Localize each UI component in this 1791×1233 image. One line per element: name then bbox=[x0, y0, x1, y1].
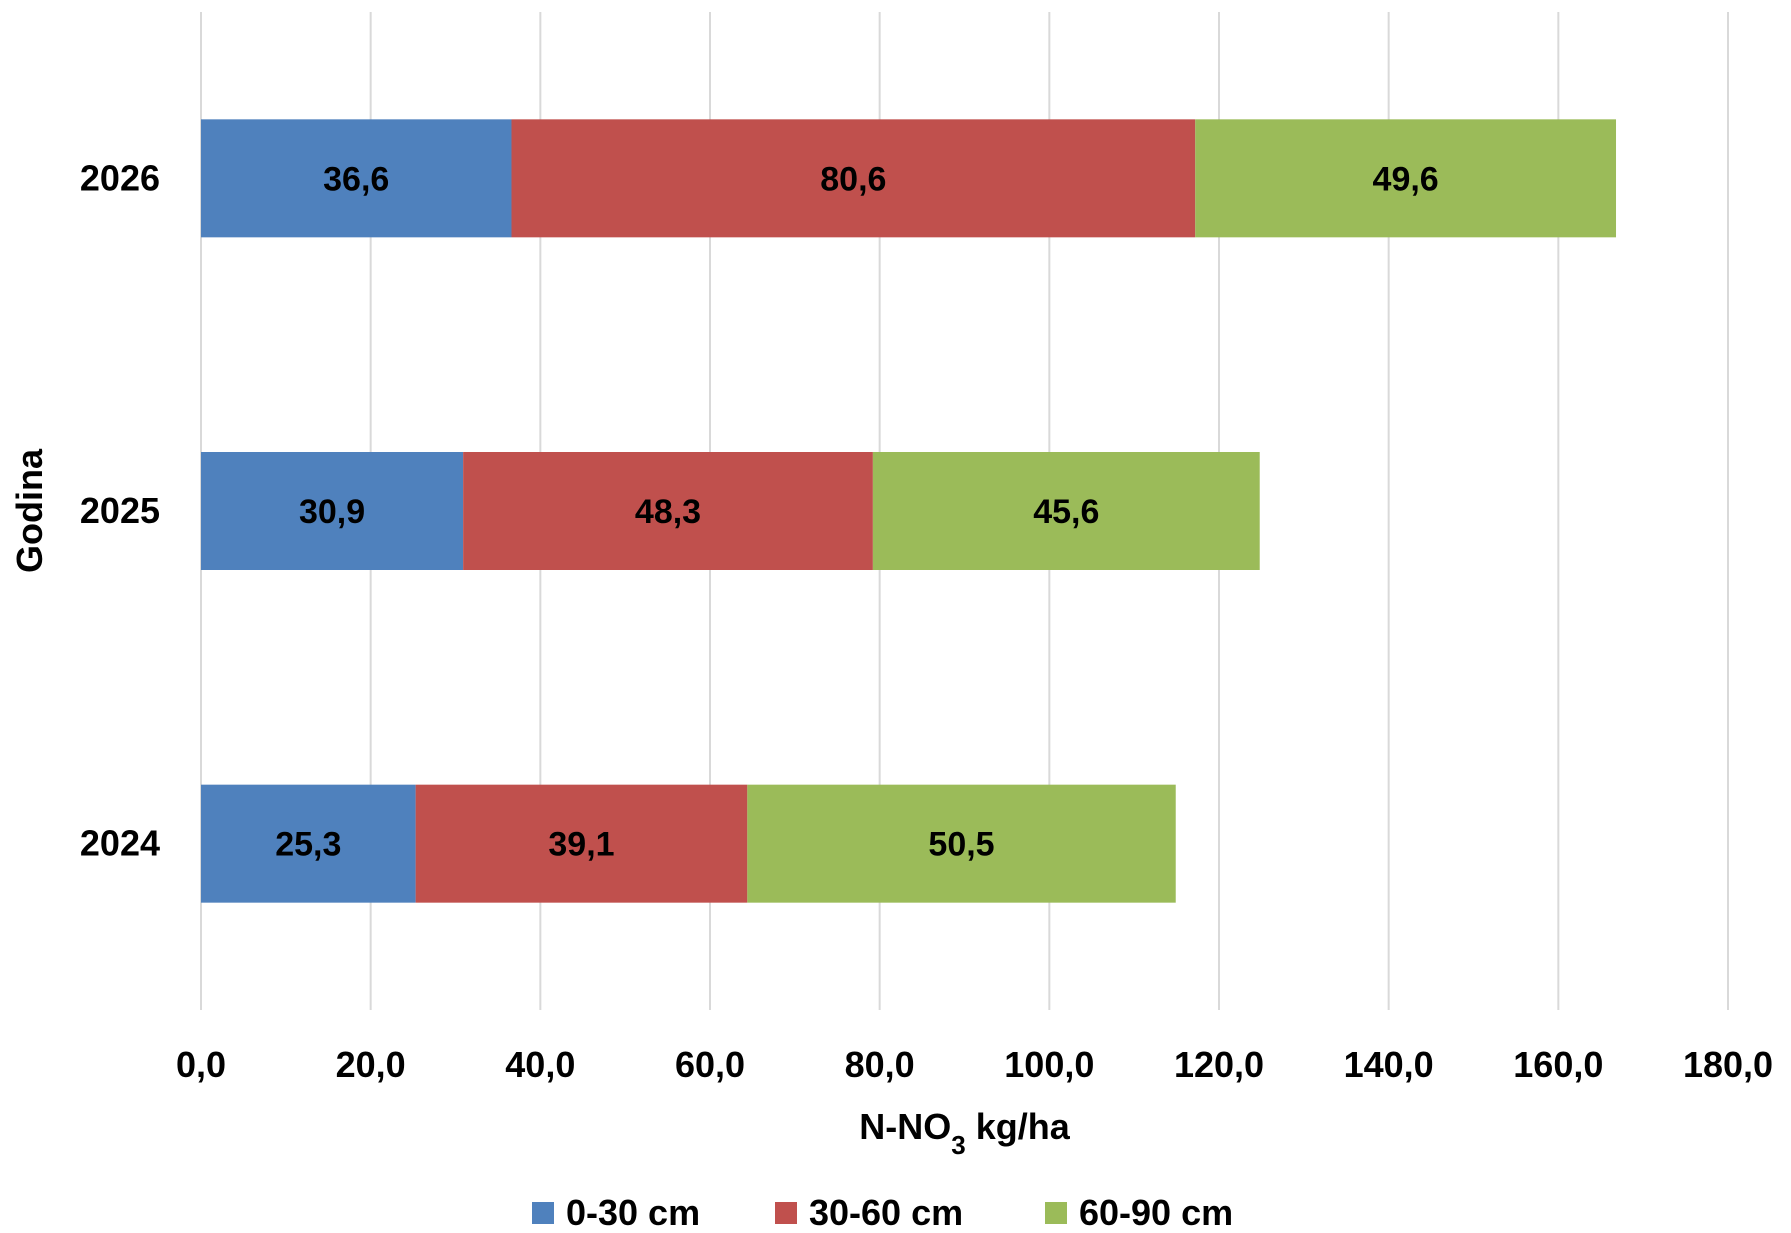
legend-swatch bbox=[775, 1202, 797, 1224]
x-tick-label: 140,0 bbox=[1344, 1044, 1434, 1085]
data-label: 45,6 bbox=[1033, 493, 1099, 531]
x-tick-label: 180,0 bbox=[1683, 1044, 1773, 1085]
x-tick-label: 160,0 bbox=[1513, 1044, 1603, 1085]
data-label: 36,6 bbox=[323, 160, 389, 198]
x-axis-title-main: N-NO bbox=[859, 1106, 951, 1147]
y-category-label: 2024 bbox=[80, 823, 160, 864]
x-axis-title-subscript: 3 bbox=[951, 1130, 965, 1160]
data-labels: 25,3 39,1 50,5 30,9 48,3 45,6 36,6 80,6 49,6 bbox=[275, 160, 1439, 863]
legend-label: 60-90 cm bbox=[1079, 1192, 1233, 1233]
legend-item: 30-60 cm bbox=[775, 1192, 963, 1233]
legend-label: 30-60 cm bbox=[809, 1192, 963, 1233]
legend-swatch bbox=[1045, 1202, 1067, 1224]
x-tick-label: 0,0 bbox=[176, 1044, 226, 1085]
legend-item: 0-30 cm bbox=[532, 1192, 700, 1233]
legend-item: 60-90 cm bbox=[1045, 1192, 1233, 1233]
legend: 0-30 cm 30-60 cm 60-90 cm bbox=[532, 1192, 1233, 1233]
bar-segment bbox=[463, 452, 873, 570]
y-category-label: 2026 bbox=[80, 157, 160, 198]
y-category-label: 2025 bbox=[80, 490, 160, 531]
x-tick-label: 100,0 bbox=[1004, 1044, 1094, 1085]
bar-segment bbox=[201, 119, 512, 238]
bar-segment bbox=[201, 784, 416, 903]
legend-label: 0-30 cm bbox=[566, 1192, 700, 1233]
bar-segment bbox=[872, 452, 1260, 570]
x-tick-label: 60,0 bbox=[675, 1044, 745, 1085]
data-label: 80,6 bbox=[820, 160, 886, 198]
y-axis-categories: 2024 2025 2026 bbox=[80, 157, 160, 863]
y-axis-title: Godina bbox=[9, 448, 50, 573]
x-axis-title: N-NO3 kg/ha bbox=[859, 1106, 1070, 1160]
legend-swatch bbox=[532, 1202, 554, 1224]
bar-segment bbox=[1195, 119, 1617, 238]
bar-segment bbox=[201, 452, 464, 570]
x-tick-label: 20,0 bbox=[336, 1044, 406, 1085]
x-axis-ticks: 0,0 20,0 40,0 60,0 80,0 100,0 120,0 140,0 160,0 1… bbox=[176, 1044, 1773, 1085]
bar-segment bbox=[511, 119, 1196, 238]
x-tick-label: 80,0 bbox=[845, 1044, 915, 1085]
data-label: 39,1 bbox=[548, 826, 614, 864]
bar-segment bbox=[415, 784, 748, 903]
x-axis-title-unit: kg/ha bbox=[966, 1106, 1071, 1147]
bar-segment bbox=[747, 784, 1176, 903]
data-label: 49,6 bbox=[1373, 160, 1439, 198]
x-tick-label: 120,0 bbox=[1174, 1044, 1264, 1085]
data-label: 50,5 bbox=[928, 826, 994, 864]
data-label: 30,9 bbox=[299, 493, 365, 531]
x-tick-label: 40,0 bbox=[505, 1044, 575, 1085]
data-label: 48,3 bbox=[635, 493, 701, 531]
data-label: 25,3 bbox=[275, 826, 341, 864]
bars bbox=[201, 119, 1617, 903]
